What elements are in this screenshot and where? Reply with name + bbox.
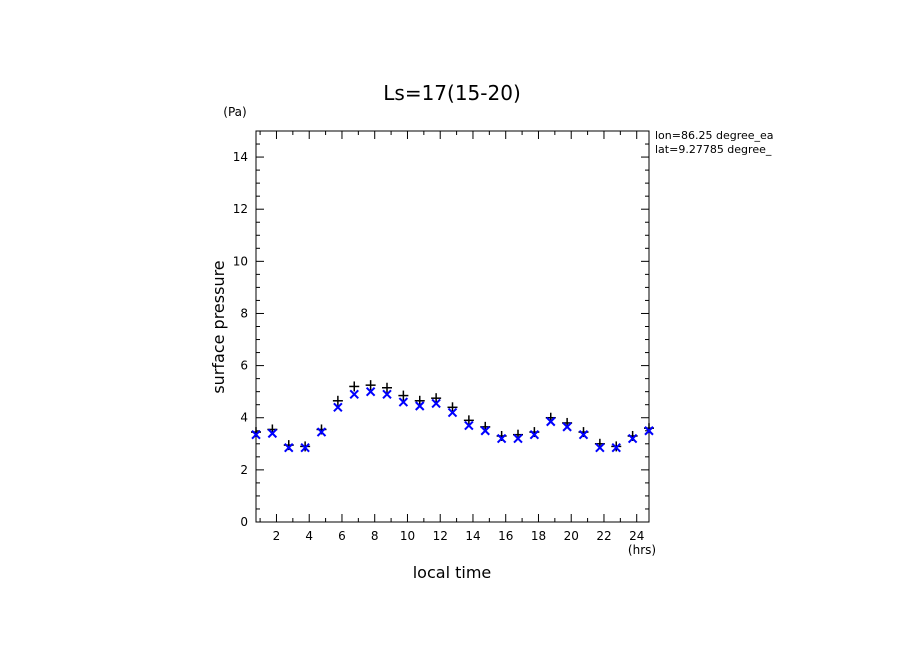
x-marker <box>431 398 441 409</box>
x-marker <box>284 443 294 453</box>
plus-marker <box>349 381 360 392</box>
plus-marker <box>447 402 458 413</box>
data-points <box>251 380 654 453</box>
x-tick-labels: 2 4 6 8 10 12 14 16 18 20 22 24 <box>273 529 645 543</box>
plus-marker <box>332 395 343 406</box>
x-tick-label: 8 <box>371 529 379 543</box>
x-tick-label: 10 <box>400 529 415 543</box>
x-tick-label: 16 <box>498 529 513 543</box>
plus-marker <box>398 390 409 401</box>
x-tick-label: 22 <box>596 529 611 543</box>
y-tick-label: 2 <box>240 463 248 477</box>
x-marker <box>496 433 507 444</box>
x-tick-label: 20 <box>564 529 579 543</box>
x-marker <box>349 389 359 399</box>
x-marker <box>365 386 376 397</box>
x-tick-label: 14 <box>465 529 480 543</box>
x-marker <box>644 426 654 436</box>
x-marker <box>382 389 392 399</box>
chart-title: Ls=17(15-20) <box>383 81 521 105</box>
y-tick-label: 6 <box>240 359 248 373</box>
x-marker <box>333 402 343 413</box>
x-marker <box>611 443 621 453</box>
x-marker <box>316 427 327 437</box>
y-tick-label: 12 <box>233 202 248 216</box>
x-marker <box>578 429 589 440</box>
x-marker <box>447 407 458 418</box>
plus-marker <box>414 395 425 406</box>
y-tick-label: 8 <box>240 306 248 320</box>
plot-frame <box>255 130 650 523</box>
x-tick-label: 18 <box>531 529 546 543</box>
x-marker <box>398 397 409 407</box>
x-marker <box>627 433 638 444</box>
x-tick-label: 24 <box>629 529 644 543</box>
x-marker <box>300 443 310 453</box>
x-axis-label: local time <box>413 563 492 582</box>
x-unit-label: (hrs) <box>628 543 656 557</box>
x-marker <box>415 401 425 411</box>
x-marker <box>513 433 523 444</box>
x-tick-label: 2 <box>273 529 281 543</box>
y-tick-label: 10 <box>233 254 248 268</box>
y-tick-label: 4 <box>240 411 248 425</box>
y-tick-label: 0 <box>240 515 248 529</box>
plus-marker <box>365 380 376 391</box>
annotation-lon: lon=86.25 degree_ea <box>655 129 774 142</box>
x-marker <box>480 426 490 436</box>
x-marker <box>529 429 540 440</box>
x-marker <box>464 420 474 431</box>
annotation-lat: lat=9.27785 degree_ <box>655 143 772 156</box>
y-unit-label: (Pa) <box>223 105 246 119</box>
plus-marker <box>463 415 474 426</box>
x-marker <box>267 428 278 439</box>
y-tick-labels: 0 2 4 6 8 10 12 14 <box>233 150 248 529</box>
axis-ticks <box>256 130 649 523</box>
y-tick-label: 14 <box>233 150 248 164</box>
x-tick-label: 4 <box>305 529 313 543</box>
y-axis-label: surface pressure <box>209 260 228 393</box>
plus-marker <box>431 393 442 404</box>
x-marker <box>562 422 572 432</box>
x-marker <box>546 416 556 427</box>
x-marker <box>595 443 605 453</box>
plus-marker <box>382 382 392 393</box>
x-tick-label: 6 <box>338 529 346 543</box>
x-marker <box>251 429 261 440</box>
x-tick-label: 12 <box>433 529 448 543</box>
